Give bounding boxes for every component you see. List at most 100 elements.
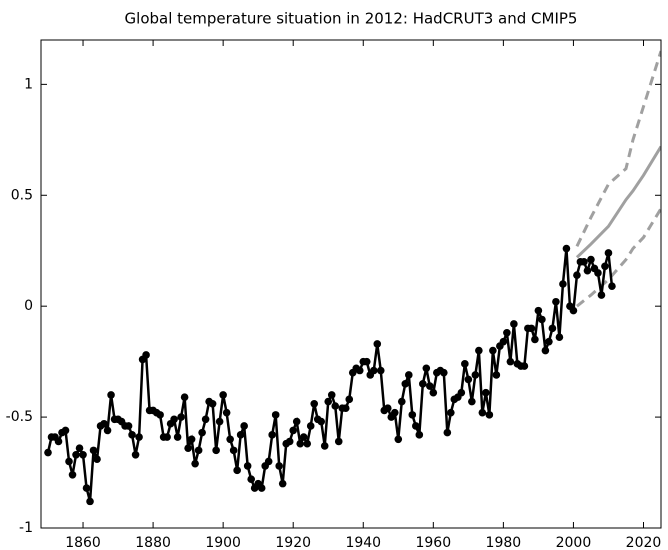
y-tick-label: 1 xyxy=(24,76,33,92)
point xyxy=(103,426,112,435)
point xyxy=(292,417,301,426)
point xyxy=(156,411,164,419)
point xyxy=(54,437,63,446)
point xyxy=(443,428,452,437)
point xyxy=(264,457,273,466)
point xyxy=(170,415,178,424)
point xyxy=(93,455,101,464)
point xyxy=(341,404,350,413)
point xyxy=(594,269,602,277)
point xyxy=(198,428,206,437)
point xyxy=(89,446,98,455)
point xyxy=(219,391,227,399)
point xyxy=(534,306,543,315)
y-tick-label: 0 xyxy=(24,298,33,314)
point xyxy=(468,397,476,406)
point xyxy=(457,388,466,397)
point xyxy=(194,446,203,455)
point xyxy=(72,451,80,459)
plot-frame xyxy=(40,39,662,529)
x-tick-label: 1940 xyxy=(345,535,381,550)
point xyxy=(461,360,469,368)
point xyxy=(268,431,276,439)
point xyxy=(191,459,199,468)
point xyxy=(608,282,616,291)
point xyxy=(415,431,424,439)
point xyxy=(79,451,87,459)
point xyxy=(303,439,312,448)
point xyxy=(355,366,364,375)
point xyxy=(61,426,70,435)
point xyxy=(373,340,382,348)
point xyxy=(419,380,427,388)
series-line xyxy=(575,145,661,259)
point xyxy=(573,271,581,279)
point xyxy=(275,462,283,470)
point xyxy=(184,444,192,452)
point xyxy=(208,399,217,408)
point xyxy=(327,391,336,399)
point xyxy=(559,280,567,288)
y-tick-label: -0.5 xyxy=(6,409,33,425)
point xyxy=(257,484,266,492)
series-line xyxy=(575,50,661,247)
point xyxy=(548,324,557,333)
point xyxy=(383,404,392,413)
point xyxy=(296,439,305,448)
point xyxy=(426,382,434,390)
x-tick-label: 1920 xyxy=(275,535,311,550)
y-tick-label: 0.5 xyxy=(11,187,33,203)
x-tick-label: 1960 xyxy=(415,535,451,550)
y-tick-label: -1 xyxy=(19,520,33,536)
point xyxy=(447,408,455,417)
point xyxy=(485,411,494,419)
point xyxy=(215,417,224,426)
point xyxy=(601,262,609,271)
point xyxy=(173,433,182,441)
point xyxy=(478,408,487,417)
point xyxy=(128,431,136,439)
point xyxy=(131,451,140,459)
point xyxy=(527,324,536,333)
point xyxy=(362,357,371,366)
point xyxy=(201,415,210,424)
point xyxy=(569,306,578,315)
point xyxy=(247,475,255,484)
point xyxy=(482,388,490,397)
point xyxy=(538,315,546,324)
point xyxy=(440,368,448,377)
point xyxy=(229,446,238,455)
point xyxy=(408,411,417,419)
series-line xyxy=(46,248,614,502)
point xyxy=(180,393,189,401)
point xyxy=(545,337,553,346)
point xyxy=(580,258,588,266)
point xyxy=(306,422,315,430)
point xyxy=(86,497,94,506)
x-tick-label: 2000 xyxy=(556,535,592,550)
x-tick-label: 1900 xyxy=(205,535,241,550)
point xyxy=(464,375,473,384)
point xyxy=(404,371,413,379)
point xyxy=(299,433,308,441)
point xyxy=(163,433,171,441)
point xyxy=(541,346,550,355)
point xyxy=(597,291,606,299)
point xyxy=(107,391,115,399)
point xyxy=(422,364,431,373)
point xyxy=(583,266,592,275)
x-tick-label: 2020 xyxy=(626,535,662,550)
point xyxy=(317,417,326,426)
point xyxy=(65,457,73,466)
point xyxy=(531,335,539,344)
point xyxy=(390,408,399,417)
point xyxy=(510,320,518,328)
point xyxy=(271,411,280,419)
point xyxy=(243,462,252,470)
point xyxy=(587,255,595,264)
point xyxy=(187,435,196,444)
point xyxy=(334,437,343,446)
point xyxy=(236,431,245,439)
point xyxy=(604,249,613,257)
